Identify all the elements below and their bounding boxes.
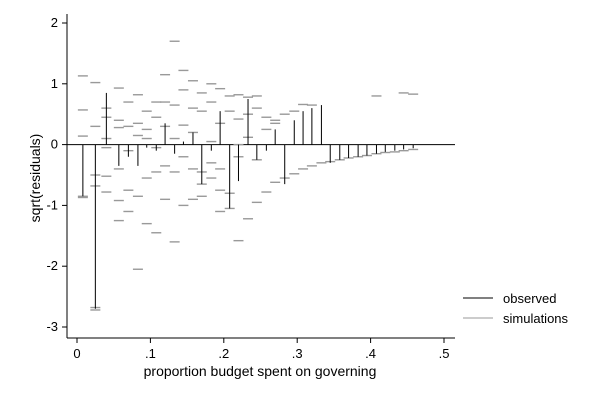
x-tick-label: .2 xyxy=(218,346,229,361)
legend-observed-label: observed xyxy=(503,291,556,306)
x-tick-label: .4 xyxy=(365,346,376,361)
y-tick-label: 1 xyxy=(51,76,58,91)
x-tick-label: .3 xyxy=(292,346,303,361)
legend-simulations-label: simulations xyxy=(503,311,569,326)
y-tick-label: -2 xyxy=(46,258,58,273)
x-tick-label: .1 xyxy=(145,346,156,361)
x-tick-label: 0 xyxy=(73,346,80,361)
y-axis-title: sqrt(residuals) xyxy=(27,134,43,223)
y-tick-label: -3 xyxy=(46,319,58,334)
y-tick-label: -1 xyxy=(46,197,58,212)
y-axis: -3 -2 -1 0 1 2 xyxy=(46,14,68,338)
x-axis-title: proportion budget spent on governing xyxy=(144,363,377,379)
x-tick-label: .5 xyxy=(439,346,450,361)
y-tick-label: 0 xyxy=(51,137,58,152)
plot-area xyxy=(67,40,455,311)
legend: observed simulations xyxy=(463,291,569,326)
x-axis: 0 .1 .2 .3 .4 .5 xyxy=(67,337,455,361)
y-tick-label: 2 xyxy=(51,15,58,30)
